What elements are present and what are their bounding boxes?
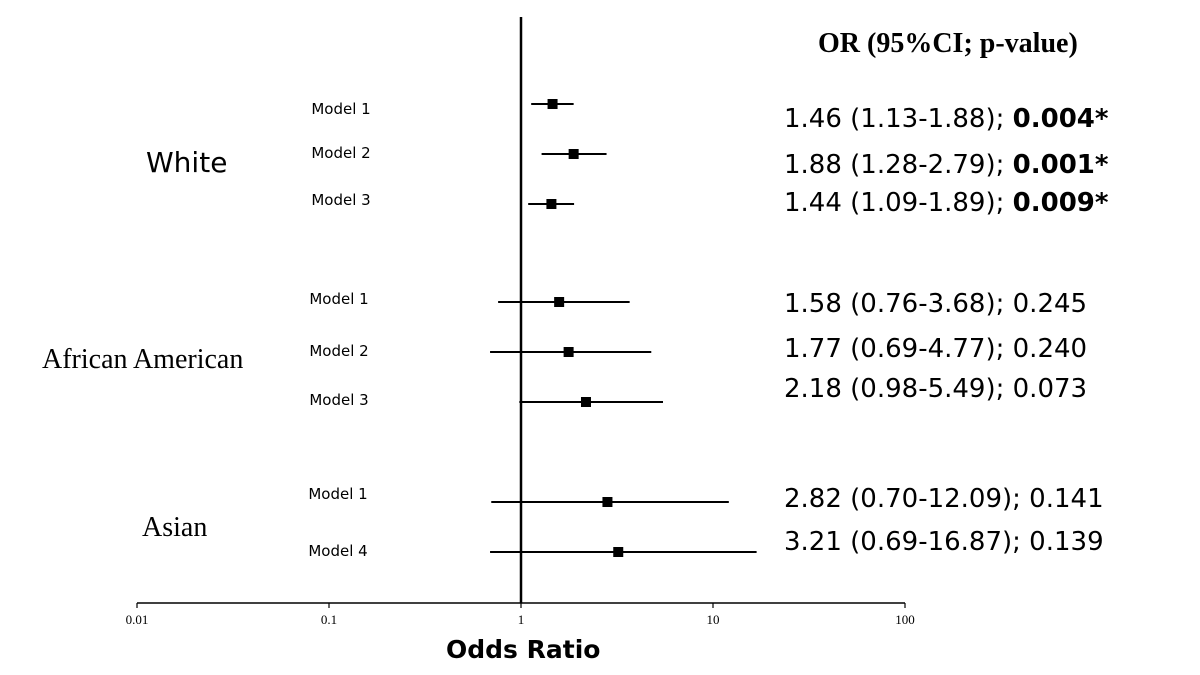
x-tick-label: 1 <box>517 612 525 627</box>
or-ci-text: 2.18 (0.98-5.49); 0.073 <box>784 374 1087 404</box>
model-label: Model 2 <box>309 342 369 360</box>
p-value: 0.001* <box>1012 150 1109 180</box>
model-label: Model 1 <box>309 290 369 308</box>
marks-layer <box>490 99 757 557</box>
model-label: Model 1 <box>311 100 371 118</box>
x-axis-title: Odds Ratio <box>446 635 601 664</box>
point-estimate <box>568 149 579 159</box>
or-ci-value: 1.88 (1.28-2.79); <box>784 150 1013 180</box>
or-ci-value: 3.21 (0.69-16.87); <box>784 527 1030 557</box>
p-value: 0.004* <box>1012 104 1109 134</box>
or-ci-text: 1.46 (1.13-1.88); 0.004* <box>784 104 1108 134</box>
p-value: 0.245 <box>1012 289 1088 319</box>
or-ci-value: 2.18 (0.98-5.49); <box>784 374 1013 404</box>
or-ci-text: 3.21 (0.69-16.87); 0.139 <box>784 527 1104 557</box>
group-label-white: White <box>146 146 228 179</box>
x-tick-label: 100 <box>895 612 915 627</box>
model-label: Model 3 <box>309 391 369 409</box>
or-ci-text: 1.44 (1.09-1.89); 0.009* <box>784 188 1108 218</box>
or-ci-text: 1.88 (1.28-2.79); 0.001* <box>784 150 1108 180</box>
table-header: OR (95%CI; p-value) <box>818 28 1078 59</box>
model-label: Model 3 <box>311 191 371 209</box>
model-label: Model 2 <box>311 144 371 162</box>
group-label-african-american: African American <box>42 344 244 375</box>
or-ci-value: 1.77 (0.69-4.77); <box>784 334 1013 364</box>
or-ci-value: 2.82 (0.70-12.09); <box>784 484 1030 514</box>
or-ci-text: 2.82 (0.70-12.09); 0.141 <box>784 484 1104 514</box>
model-label: Model 4 <box>308 542 368 560</box>
p-value: 0.009* <box>1012 188 1109 218</box>
x-tick-label: 0.1 <box>320 612 338 627</box>
or-ci-value: 1.58 (0.76-3.68); <box>784 289 1013 319</box>
or-ci-value: 1.44 (1.09-1.89); <box>784 188 1013 218</box>
p-value: 0.139 <box>1029 527 1104 557</box>
axis-layer <box>136 17 906 608</box>
model-label: Model 1 <box>308 485 368 503</box>
point-estimate <box>563 347 574 357</box>
point-estimate <box>613 547 624 557</box>
point-estimate <box>547 99 558 109</box>
point-estimate <box>546 199 557 209</box>
point-estimate <box>554 297 565 307</box>
point-estimate <box>580 397 591 407</box>
x-tick-label: 0.01 <box>125 612 149 627</box>
group-label-asian: Asian <box>142 512 208 543</box>
p-value: 0.141 <box>1029 484 1104 514</box>
or-ci-text: 1.77 (0.69-4.77); 0.240 <box>784 334 1087 364</box>
or-ci-text: 1.58 (0.76-3.68); 0.245 <box>784 289 1087 319</box>
p-value: 0.240 <box>1012 334 1088 364</box>
point-estimate <box>602 497 613 507</box>
x-tick-label: 10 <box>706 612 720 627</box>
or-ci-value: 1.46 (1.13-1.88); <box>784 104 1013 134</box>
p-value: 0.073 <box>1012 374 1088 404</box>
